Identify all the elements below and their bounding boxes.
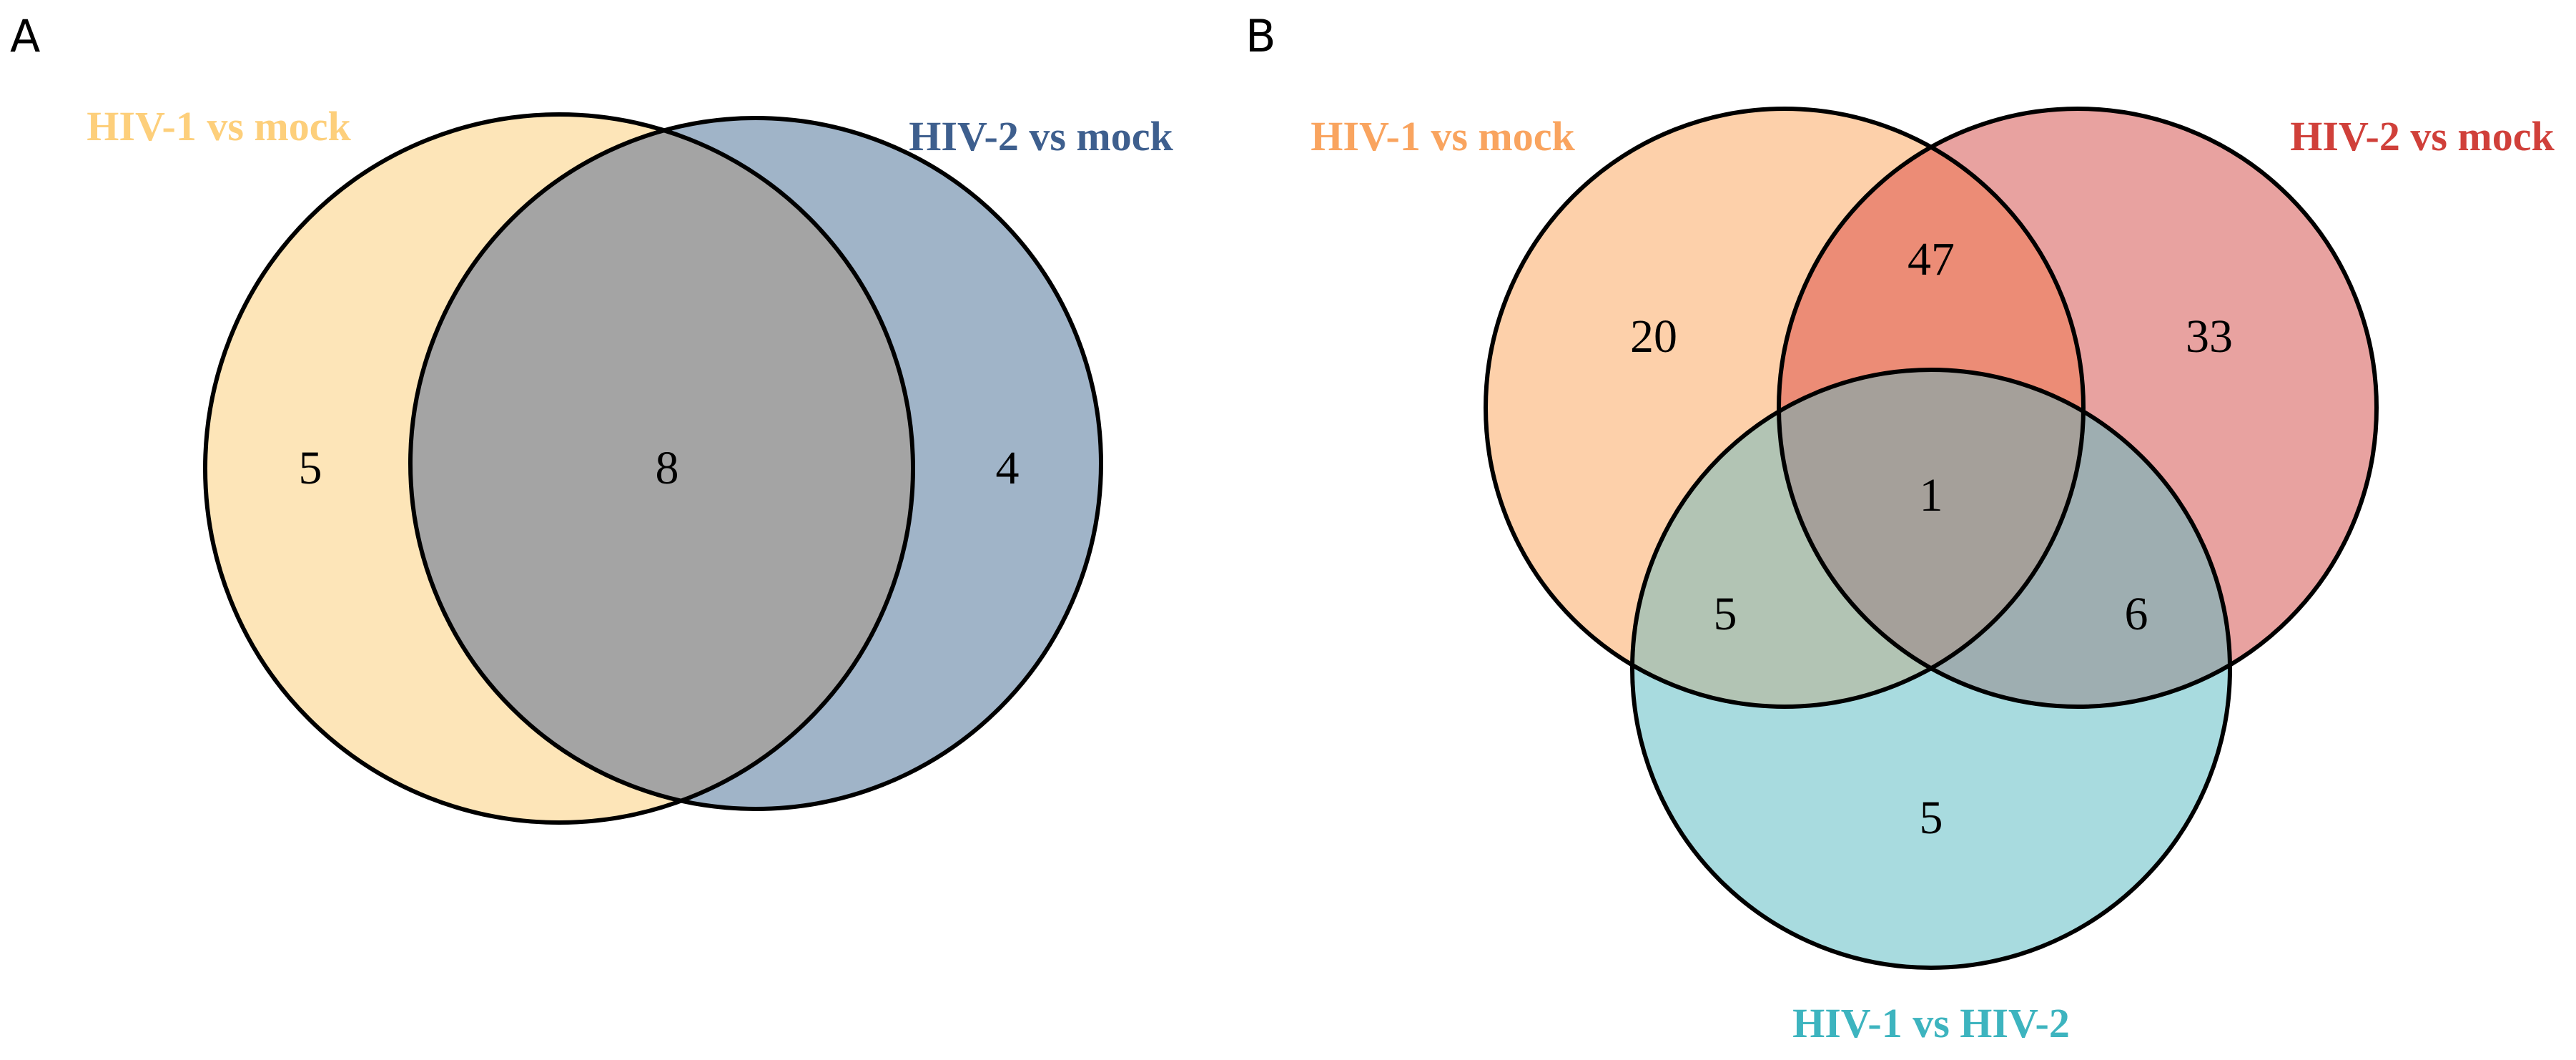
panel-b-hiv2-mock-label: HIV-2 vs mock (2290, 113, 2555, 160)
panel-b-count-hiv1-mock-only: 20 (1630, 310, 1677, 363)
panel-a-overlap-region (410, 118, 913, 809)
panel-b-count-hiv1mock-hiv1hiv2: 5 (1714, 588, 1737, 640)
panel-a-hiv1-mock-label: HIV-1 vs mock (87, 103, 351, 149)
panel-b-count-hiv1-vs-hiv2-only: 5 (1920, 792, 1943, 844)
panel-b-count-hiv1-and-hiv2-mock: 47 (1908, 233, 1955, 285)
panel-b-hiv1-vs-hiv2-outline (1630, 368, 2232, 970)
panel-b: B HIV-1 vs mock HIV-2 vs mock HIV-1 vs H… (1245, 10, 2555, 1046)
panel-a-hiv1-mock-outline (203, 112, 915, 825)
panel-a-count-shared: 8 (656, 442, 679, 494)
panel-b-hiv1-mock-label: HIV-1 vs mock (1311, 113, 1575, 160)
panel-b-count-hiv2mock-hiv1hiv2: 6 (2125, 588, 2148, 640)
panel-b-hiv1-mock-outline (1484, 107, 2086, 709)
panel-a-count-hiv1-only: 5 (299, 442, 322, 494)
panel-b-hiv2-mock-outline (1777, 107, 2379, 709)
panel-b-letter: B (1245, 10, 1276, 62)
panel-b-count-hiv2-mock-only: 33 (2186, 310, 2233, 363)
panel-a: A HIV-1 vs mock HIV-2 vs mock 5 8 4 (10, 10, 1173, 825)
panel-b-count-all-three: 1 (1920, 469, 1943, 521)
panel-a-hiv2-mock-label: HIV-2 vs mock (909, 113, 1173, 160)
panel-a-hiv2-mock-outline (408, 116, 1103, 811)
panel-a-count-hiv2-only: 4 (996, 442, 1020, 494)
panel-b-hiv1-vs-hiv2-label: HIV-1 vs HIV-2 (1792, 1000, 2070, 1046)
panel-a-letter: A (10, 10, 40, 62)
